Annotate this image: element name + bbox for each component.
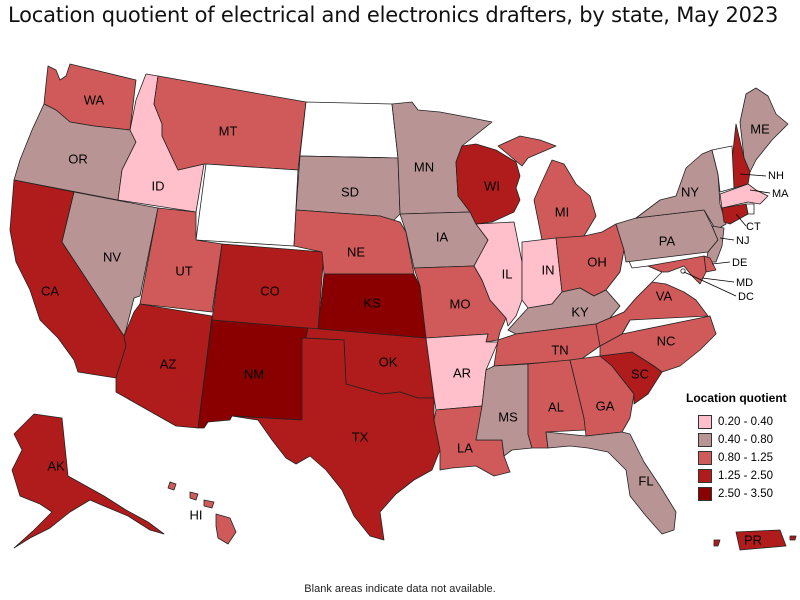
label-OK: OK	[379, 354, 398, 369]
legend-label: 0.20 - 0.40	[718, 416, 773, 428]
label-MA: MA	[772, 188, 789, 200]
state-MI[interactable]	[497, 135, 597, 241]
footnote: Blank areas indicate data not available.	[304, 583, 496, 595]
legend-item: 0.40 - 0.80	[686, 431, 787, 449]
label-NE: NE	[347, 244, 365, 259]
state-ND[interactable]	[299, 101, 399, 159]
label-SC: SC	[631, 366, 649, 381]
legend-swatch	[698, 415, 712, 429]
label-GA: GA	[596, 398, 615, 413]
label-IL: IL	[502, 266, 513, 281]
state-WI[interactable]	[455, 143, 521, 225]
legend-item: 2.50 - 3.50	[686, 485, 787, 503]
label-MO: MO	[450, 296, 471, 311]
state-NC[interactable]	[599, 315, 717, 373]
label-FL: FL	[638, 473, 653, 488]
legend-item: 0.20 - 0.40	[686, 413, 787, 431]
label-IN: IN	[542, 262, 555, 277]
label-WI: WI	[484, 178, 500, 193]
label-KY: KY	[571, 304, 589, 319]
label-NC: NC	[657, 333, 676, 348]
label-PR: PR	[744, 532, 762, 547]
label-VA: VA	[656, 288, 673, 303]
label-SD: SD	[341, 184, 359, 199]
legend-swatch	[698, 487, 712, 501]
label-CO: CO	[260, 283, 280, 298]
legend-label: 0.80 - 1.25	[718, 452, 773, 464]
label-NJ: NJ	[736, 235, 749, 247]
state-HI[interactable]	[167, 481, 237, 545]
state-AK[interactable]	[11, 413, 165, 549]
label-UT: UT	[175, 263, 192, 278]
legend-title: Location quotient	[686, 391, 787, 405]
state-WV[interactable]	[605, 249, 663, 319]
label-OH: OH	[587, 254, 607, 269]
label-MN: MN	[414, 159, 434, 174]
label-ME: ME	[750, 121, 770, 136]
state-VT[interactable]	[711, 145, 735, 193]
label-MI: MI	[555, 204, 569, 219]
label-DC: DC	[738, 291, 754, 303]
label-DE: DE	[732, 257, 747, 269]
label-AL: AL	[548, 399, 564, 414]
label-MS: MS	[498, 409, 518, 424]
legend-label: 0.40 - 0.80	[718, 434, 773, 446]
legend: Location quotient 0.20 - 0.40 0.40 - 0.8…	[686, 391, 787, 503]
label-NY: NY	[681, 184, 699, 199]
legend-item: 0.80 - 1.25	[686, 449, 787, 467]
label-NM: NM	[244, 366, 264, 381]
legend-swatch	[698, 451, 712, 465]
label-AK: AK	[47, 458, 65, 473]
label-TX: TX	[352, 429, 369, 444]
state-TX[interactable]	[231, 337, 441, 541]
map-title: Location quotient of electrical and elec…	[8, 3, 779, 27]
legend-item: 1.25 - 2.50	[686, 467, 787, 485]
label-HI: HI	[190, 507, 203, 522]
label-OR: OR	[68, 151, 88, 166]
state-MD[interactable]	[647, 255, 707, 285]
callout-leaders	[683, 173, 771, 297]
label-ID: ID	[152, 178, 165, 193]
label-IA: IA	[436, 229, 449, 244]
label-NV: NV	[103, 249, 121, 264]
label-PA: PA	[659, 233, 676, 248]
label-AR: AR	[453, 365, 471, 380]
label-CA: CA	[41, 283, 59, 298]
label-NH: NH	[768, 170, 784, 182]
state-FL[interactable]	[545, 431, 677, 535]
label-LA: LA	[457, 440, 473, 455]
label-AZ: AZ	[160, 356, 177, 371]
state-WY[interactable]	[195, 163, 299, 247]
state-PR[interactable]	[713, 529, 797, 551]
label-TN: TN	[551, 342, 568, 357]
label-WA: WA	[84, 92, 105, 107]
label-KS: KS	[363, 295, 381, 310]
state-CT[interactable]	[721, 203, 749, 225]
legend-label: 1.25 - 2.50	[718, 470, 773, 482]
label-CT: CT	[746, 221, 761, 233]
legend-label: 2.50 - 3.50	[718, 488, 773, 500]
label-MT: MT	[219, 123, 238, 138]
label-MD: MD	[736, 277, 753, 289]
legend-swatch	[698, 469, 712, 483]
state-IL[interactable]	[473, 221, 523, 327]
legend-swatch	[698, 433, 712, 447]
